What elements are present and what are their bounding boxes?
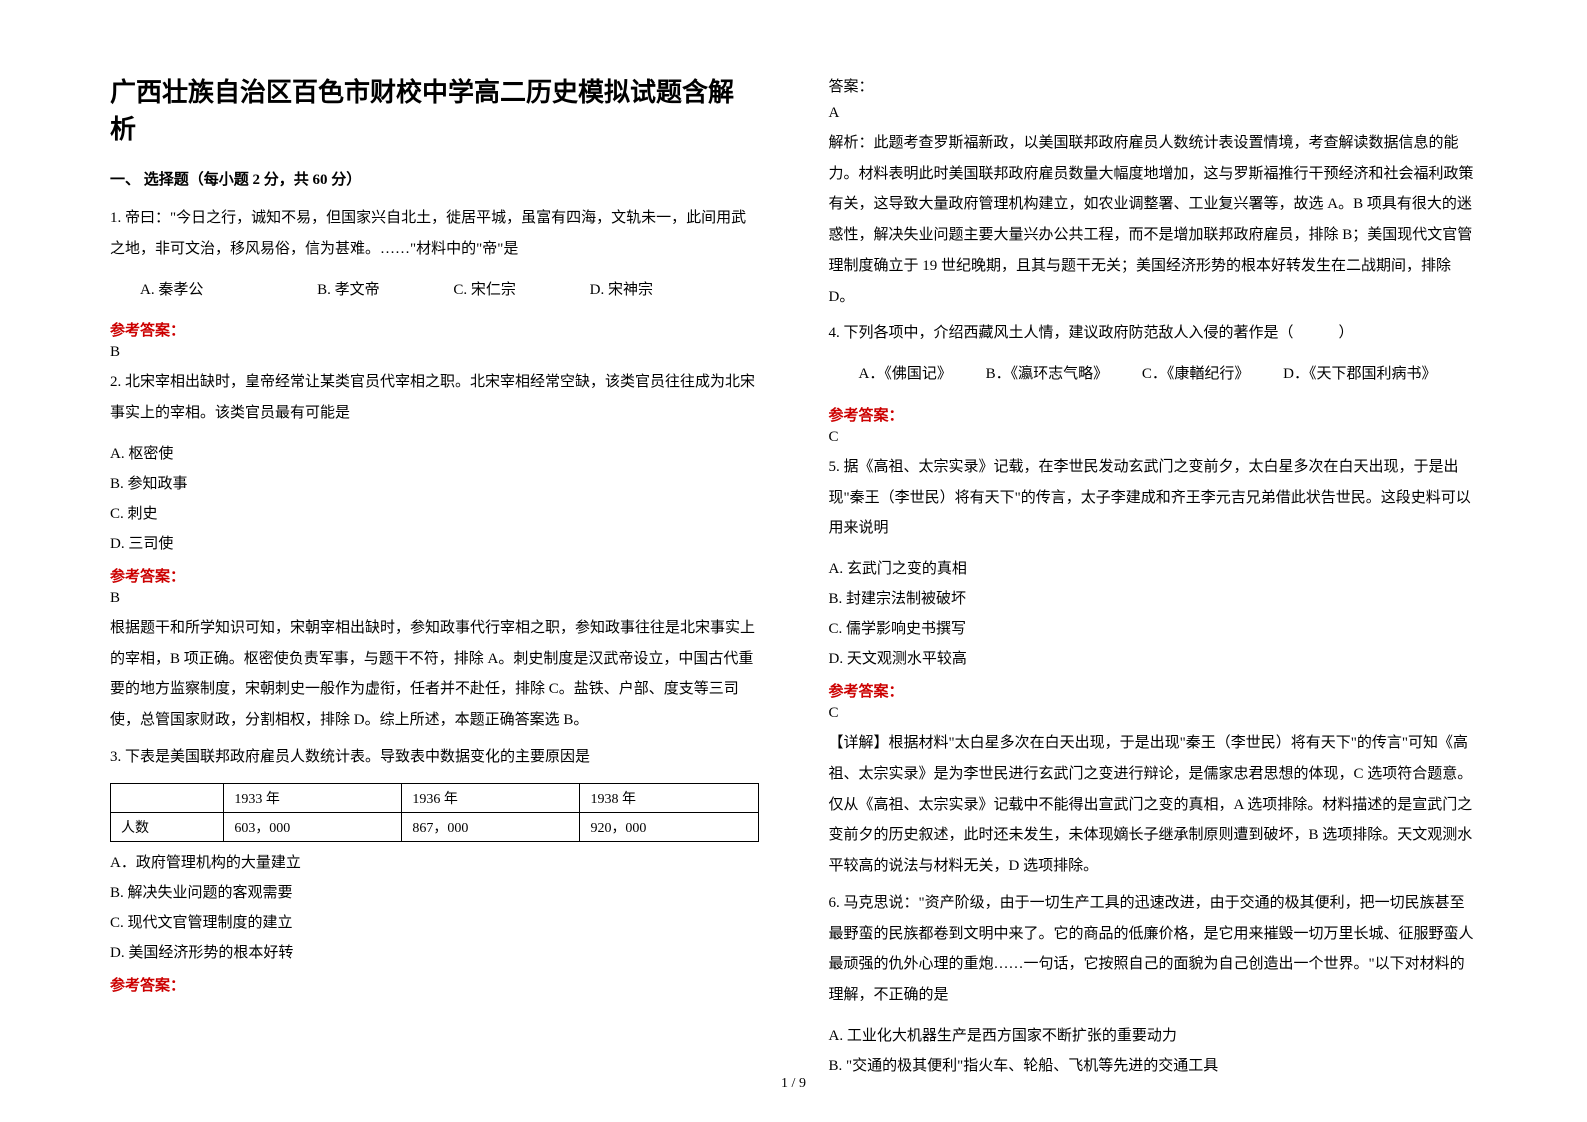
th-blank [111, 783, 224, 812]
q1-answer-label: 参考答案： [110, 319, 759, 340]
q4-opt-c: C．《康輶纪行》 [1142, 359, 1250, 390]
table-header-row: 1933 年 1936 年 1938 年 [111, 783, 759, 812]
q3-answer-label: 参考答案： [110, 974, 759, 995]
q4-answer-label: 参考答案： [829, 404, 1478, 425]
q3-options: A．政府管理机构的大量建立 B. 解决失业问题的客观需要 C. 现代文官管理制度… [110, 848, 759, 968]
q5-answer: C [829, 705, 1478, 722]
q2-opt-c: C. 刺史 [110, 499, 759, 529]
page-title: 广西壮族自治区百色市财校中学高二历史模拟试题含解析 [110, 72, 759, 146]
q4-options: A．《佛国记》 B．《瀛环志气略》 C．《康輶纪行》 D．《天下郡国利病书》 [829, 359, 1478, 390]
q5-explain: 【详解】根据材料"太白星多次在白天出现，于是出现"秦王（李世民）将有天下"的传言… [829, 728, 1478, 882]
q1-options: A. 秦孝公 B. 孝文帝 C. 宋仁宗 D. 宋神宗 [110, 275, 759, 306]
q5-answer-label: 参考答案： [829, 680, 1478, 701]
q2-opt-b: B. 参知政事 [110, 469, 759, 499]
section-heading: 一、 选择题（每小题 2 分，共 60 分） [110, 168, 759, 189]
q3-explain: 解析：此题考查罗斯福新政，以美国联邦政府雇员人数统计表设置情境，考查解读数据信息… [829, 128, 1478, 313]
q5-opt-c: C. 儒学影响史书撰写 [829, 614, 1478, 644]
q3-opt-c: C. 现代文官管理制度的建立 [110, 908, 759, 938]
q6-options: A. 工业化大机器生产是西方国家不断扩张的重要动力 B. "交通的极其便利"指火… [829, 1021, 1478, 1081]
q5-stem: 5. 据《高祖、太宗实录》记载，在李世民发动玄武门之变前夕，太白星多次在白天出现… [829, 452, 1478, 544]
q4-stem: 4. 下列各项中，介绍西藏风土人情，建议政府防范敌人入侵的著作是（ ） [829, 318, 1478, 349]
q1-answer: B [110, 344, 759, 361]
q2-stem: 2. 北宋宰相出缺时，皇帝经常让某类官员代宰相之职。北宋宰相经常空缺，该类官员往… [110, 367, 759, 429]
q3-opt-a: A．政府管理机构的大量建立 [110, 848, 759, 878]
q2-answer-label: 参考答案： [110, 565, 759, 586]
td-1933: 603，000 [224, 812, 402, 841]
q5-opt-a: A. 玄武门之变的真相 [829, 554, 1478, 584]
left-column: 广西壮族自治区百色市财校中学高二历史模拟试题含解析 一、 选择题（每小题 2 分… [110, 72, 759, 1082]
q4-answer: C [829, 429, 1478, 446]
q6-opt-b: B. "交通的极其便利"指火车、轮船、飞机等先进的交通工具 [829, 1051, 1478, 1081]
q2-explain: 根据题干和所学知识可知，宋朝宰相出缺时，参知政事代行宰相之职，参知政事往往是北宋… [110, 613, 759, 736]
q1-opt-b: B. 孝文帝 [317, 275, 380, 306]
q5-opt-d: D. 天文观测水平较高 [829, 644, 1478, 674]
q1-opt-a: A. 秦孝公 [140, 275, 203, 306]
q5-opt-b: B. 封建宗法制被破坏 [829, 584, 1478, 614]
q1-opt-c: C. 宋仁宗 [453, 275, 516, 306]
q1-stem: 1. 帝曰："今日之行，诚知不易，但国家兴自北土，徙居平城，虽富有四海，文轨未一… [110, 203, 759, 265]
q5-options: A. 玄武门之变的真相 B. 封建宗法制被破坏 C. 儒学影响史书撰写 D. 天… [829, 554, 1478, 674]
q1-opt-d: D. 宋神宗 [590, 275, 653, 306]
right-column: 答案： A 解析：此题考查罗斯福新政，以美国联邦政府雇员人数统计表设置情境，考查… [829, 72, 1478, 1082]
q4-opt-b: B．《瀛环志气略》 [986, 359, 1109, 390]
page-footer: 1 / 9 [781, 1076, 806, 1092]
q6-opt-a: A. 工业化大机器生产是西方国家不断扩张的重要动力 [829, 1021, 1478, 1051]
td-1938: 920，000 [580, 812, 758, 841]
td-1936: 867，000 [402, 812, 580, 841]
td-label: 人数 [111, 812, 224, 841]
th-1936: 1936 年 [402, 783, 580, 812]
q2-options: A. 枢密使 B. 参知政事 C. 刺史 D. 三司使 [110, 439, 759, 559]
q3-opt-d: D. 美国经济形势的根本好转 [110, 938, 759, 968]
q3-stem: 3. 下表是美国联邦政府雇员人数统计表。导致表中数据变化的主要原因是 [110, 742, 759, 773]
th-1938: 1938 年 [580, 783, 758, 812]
q3-ans-label: 答案： [829, 72, 1478, 103]
th-1933: 1933 年 [224, 783, 402, 812]
q3-table: 1933 年 1936 年 1938 年 人数 603，000 867，000 … [110, 783, 759, 842]
q3-answer: A [829, 105, 1478, 122]
q2-answer: B [110, 590, 759, 607]
table-row: 人数 603，000 867，000 920，000 [111, 812, 759, 841]
q6-stem: 6. 马克思说："资产阶级，由于一切生产工具的迅速改进，由于交通的极其便利，把一… [829, 888, 1478, 1011]
q3-opt-b: B. 解决失业问题的客观需要 [110, 878, 759, 908]
q2-opt-a: A. 枢密使 [110, 439, 759, 469]
q4-opt-d: D．《天下郡国利病书》 [1283, 359, 1436, 390]
q2-opt-d: D. 三司使 [110, 529, 759, 559]
q4-opt-a: A．《佛国记》 [859, 359, 952, 390]
